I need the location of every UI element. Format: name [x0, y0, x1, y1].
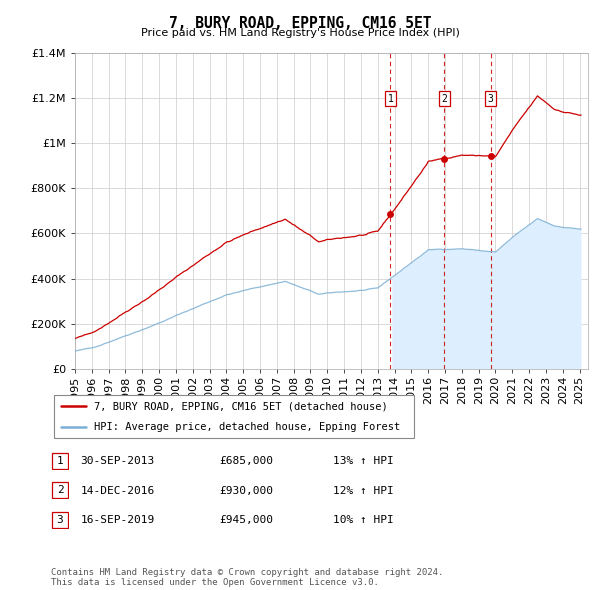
Text: 1: 1 — [388, 94, 394, 104]
Text: Price paid vs. HM Land Registry's House Price Index (HPI): Price paid vs. HM Land Registry's House … — [140, 28, 460, 38]
Text: 30-SEP-2013: 30-SEP-2013 — [80, 457, 155, 466]
Text: Contains HM Land Registry data © Crown copyright and database right 2024.
This d: Contains HM Land Registry data © Crown c… — [51, 568, 443, 587]
Text: 2: 2 — [56, 486, 64, 495]
Text: HPI: Average price, detached house, Epping Forest: HPI: Average price, detached house, Eppi… — [94, 422, 400, 432]
Text: 3: 3 — [488, 94, 494, 104]
Text: 7, BURY ROAD, EPPING, CM16 5ET (detached house): 7, BURY ROAD, EPPING, CM16 5ET (detached… — [94, 401, 388, 411]
Text: 3: 3 — [56, 515, 64, 525]
Text: £685,000: £685,000 — [219, 457, 273, 466]
Text: 10% ↑ HPI: 10% ↑ HPI — [333, 516, 394, 525]
Text: 2: 2 — [441, 94, 447, 104]
Text: 1: 1 — [56, 456, 64, 466]
Text: 13% ↑ HPI: 13% ↑ HPI — [333, 457, 394, 466]
Text: 12% ↑ HPI: 12% ↑ HPI — [333, 486, 394, 496]
Text: 16-SEP-2019: 16-SEP-2019 — [80, 516, 155, 525]
Text: £930,000: £930,000 — [219, 486, 273, 496]
Text: £945,000: £945,000 — [219, 516, 273, 525]
Text: 7, BURY ROAD, EPPING, CM16 5ET: 7, BURY ROAD, EPPING, CM16 5ET — [169, 16, 431, 31]
Text: 14-DEC-2016: 14-DEC-2016 — [80, 486, 155, 496]
